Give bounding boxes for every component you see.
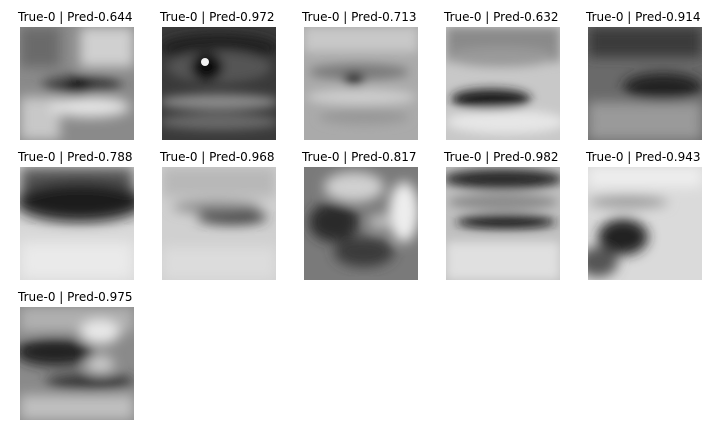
eye-image-thumbnail — [162, 27, 276, 140]
eye-image-thumbnail — [304, 167, 418, 280]
sample-title: True-0 | Pred-0.713 — [302, 10, 417, 24]
eye-image-thumbnail — [162, 167, 276, 280]
sample-title: True-0 | Pred-0.968 — [160, 150, 275, 164]
sample-title: True-0 | Pred-0.972 — [160, 10, 275, 24]
sample-title: True-0 | Pred-0.975 — [18, 290, 133, 304]
sample-title: True-0 | Pred-0.943 — [586, 150, 701, 164]
sample-title: True-0 | Pred-0.914 — [586, 10, 701, 24]
eye-image-thumbnail — [304, 27, 418, 140]
sample-title: True-0 | Pred-0.982 — [444, 150, 559, 164]
sample-title: True-0 | Pred-0.788 — [18, 150, 133, 164]
eye-image-thumbnail — [446, 167, 560, 280]
eye-image-thumbnail — [446, 27, 560, 140]
eye-image-thumbnail — [588, 27, 702, 140]
sample-title: True-0 | Pred-0.817 — [302, 150, 417, 164]
eye-image-thumbnail — [20, 27, 134, 140]
sample-title: True-0 | Pred-0.644 — [18, 10, 133, 24]
eye-image-thumbnail — [20, 307, 134, 420]
sample-title: True-0 | Pred-0.632 — [444, 10, 559, 24]
eye-image-thumbnail — [588, 167, 702, 280]
eye-image-thumbnail — [20, 167, 134, 280]
